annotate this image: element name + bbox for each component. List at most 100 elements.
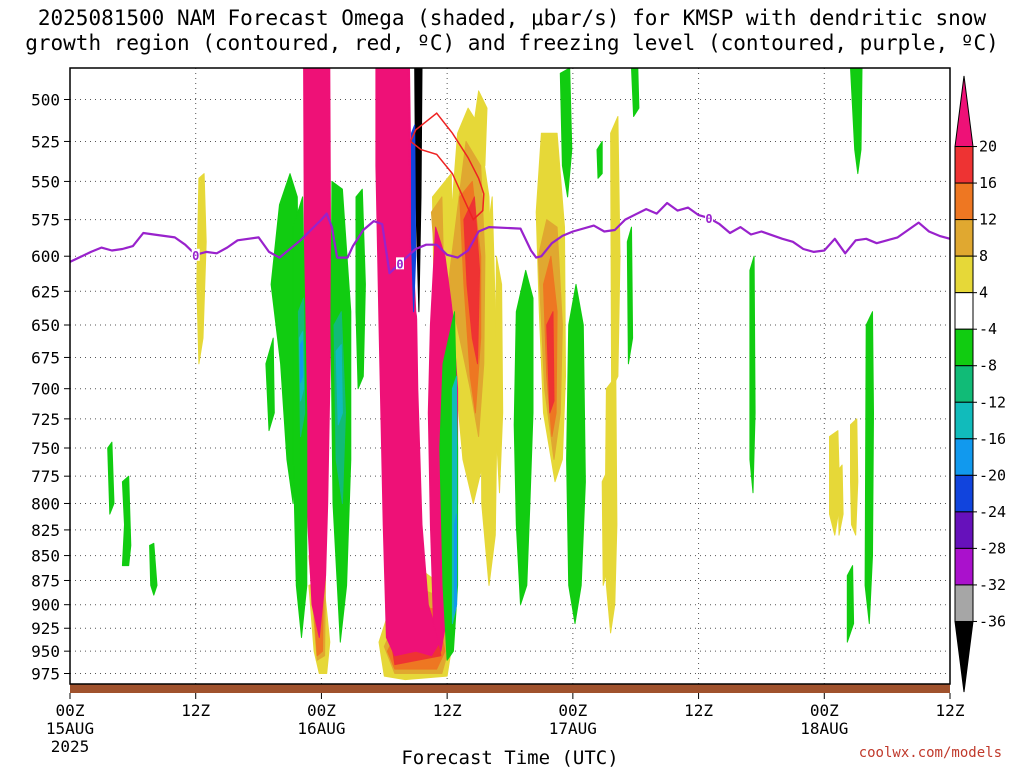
y-tick-label: 875: [31, 571, 60, 590]
colorbar-segment: [954, 474, 974, 513]
colorbar-label: 12: [979, 211, 997, 229]
colorbar-label: -20: [979, 466, 1006, 484]
contour-lines: 0 0 0: [70, 112, 950, 275]
omega-region: [494, 255, 504, 494]
y-axis: 500 525 550 575 600 625 650 675 700 725 750 775 800 8…: [31, 91, 70, 683]
y-tick-label: 825: [31, 521, 60, 540]
y-tick-label: 575: [31, 211, 60, 230]
y-tick-label: 900: [31, 596, 60, 615]
contour-label-bg: [705, 212, 714, 225]
omega-region: [864, 311, 874, 625]
omega-region: [454, 513, 458, 615]
colorbar-segment: [954, 219, 974, 257]
x-tick-label: 12Z: [433, 701, 462, 720]
colorbar-label: -8: [979, 357, 997, 375]
y-tick-label: 650: [31, 316, 60, 335]
freezing-level-label: 0: [396, 257, 403, 271]
y-tick-label: 775: [31, 467, 60, 486]
colorbar-segment: [954, 620, 974, 693]
omega-region: [411, 124, 417, 313]
colorbar-label: 8: [979, 247, 988, 265]
dgz-contour: [409, 112, 485, 221]
colorbar-segment: [954, 511, 974, 549]
omega-shading: [107, 68, 874, 681]
y-tick-label: 500: [31, 91, 60, 110]
freezing-level-contour: [70, 201, 950, 275]
y-tick-label: 850: [31, 547, 60, 566]
omega-region: [596, 140, 603, 179]
gridlines: [69, 68, 951, 684]
colorbar-label: -12: [979, 393, 1006, 411]
omega-region: [566, 283, 586, 625]
colorbar-label: 4: [979, 284, 988, 302]
colorbar-segment: [954, 365, 974, 403]
y-tick-label: 725: [31, 410, 60, 429]
omega-region: [121, 475, 132, 567]
colorbar-segment: [954, 292, 974, 330]
omega-region: [513, 269, 534, 606]
colorbar-segment: [954, 584, 974, 622]
y-tick-label: 750: [31, 439, 60, 458]
colorbar-segment: [954, 182, 974, 221]
x-tick-label: 12Z: [684, 701, 713, 720]
y-tick-label: 800: [31, 494, 60, 513]
x-tick-label: 00Z: [56, 701, 85, 720]
y-tick-label: 525: [31, 132, 60, 151]
y-tick-label: 700: [31, 380, 60, 399]
omega-region: [601, 470, 609, 586]
freezing-level-label: 0: [705, 212, 712, 226]
y-tick-label: 600: [31, 247, 60, 266]
x-tick-date-label: 15AUG: [46, 719, 94, 738]
y-tick-label: 675: [31, 348, 60, 367]
omega-region: [546, 311, 555, 414]
omega-region: [303, 68, 332, 638]
terrain-strip: [70, 684, 950, 693]
omega-region: [837, 464, 844, 536]
colorbar-label: -32: [979, 576, 1006, 594]
y-tick-label: 950: [31, 642, 60, 661]
colorbar-label: 20: [979, 138, 997, 156]
omega-region: [355, 188, 366, 390]
omega-region: [335, 344, 343, 426]
omega-region: [626, 226, 634, 365]
y-tick-label: 550: [31, 172, 60, 191]
colorbar-label: -36: [979, 612, 1006, 630]
omega-region: [829, 430, 841, 536]
y-tick-label: 975: [31, 664, 60, 683]
omega-region: [300, 340, 304, 383]
x-tick-label: 12Z: [936, 701, 965, 720]
omega-region: [107, 441, 115, 515]
chart-title: 2025081500 NAM Forecast Omega (shaded, μ…: [25, 6, 999, 55]
x-tick-label: 00Z: [558, 701, 587, 720]
omega-region: [265, 337, 275, 432]
x-tick-date-label: 16AUG: [297, 719, 345, 738]
colorbar-label: -16: [979, 430, 1006, 448]
x-tick-label: 00Z: [307, 701, 336, 720]
omega-region: [749, 255, 756, 494]
y-tick-label: 625: [31, 282, 60, 301]
plot-frame: [69, 67, 951, 685]
colorbar-label: -28: [979, 539, 1006, 557]
colorbar-segment: [954, 75, 974, 148]
x-tick-date-label: 17AUG: [549, 719, 597, 738]
colorbar: 20 16 12 8 4 -4 -8 -12 -16 -20 -24 -28 -32 -36: [954, 75, 1006, 693]
contour-label-bg: [191, 248, 200, 261]
x-tick-year-label: 2025: [51, 737, 90, 756]
credit-link[interactable]: coolwx.com/models: [858, 745, 1002, 761]
x-tick-date-label: 18AUG: [800, 719, 848, 738]
omega-region: [610, 116, 621, 390]
colorbar-label: -4: [979, 320, 997, 338]
omega-region: [559, 68, 573, 198]
colorbar-segment: [954, 146, 974, 184]
colorbar-segment: [954, 255, 974, 294]
x-tick-label: 00Z: [810, 701, 839, 720]
omega-region: [196, 173, 207, 365]
omega-region: [850, 68, 863, 175]
colorbar-label: -24: [979, 503, 1006, 521]
x-tick-label: 12Z: [181, 701, 210, 720]
colorbar-segment: [954, 547, 974, 586]
omega-region: [850, 418, 859, 536]
freezing-level-label: 0: [192, 249, 199, 263]
